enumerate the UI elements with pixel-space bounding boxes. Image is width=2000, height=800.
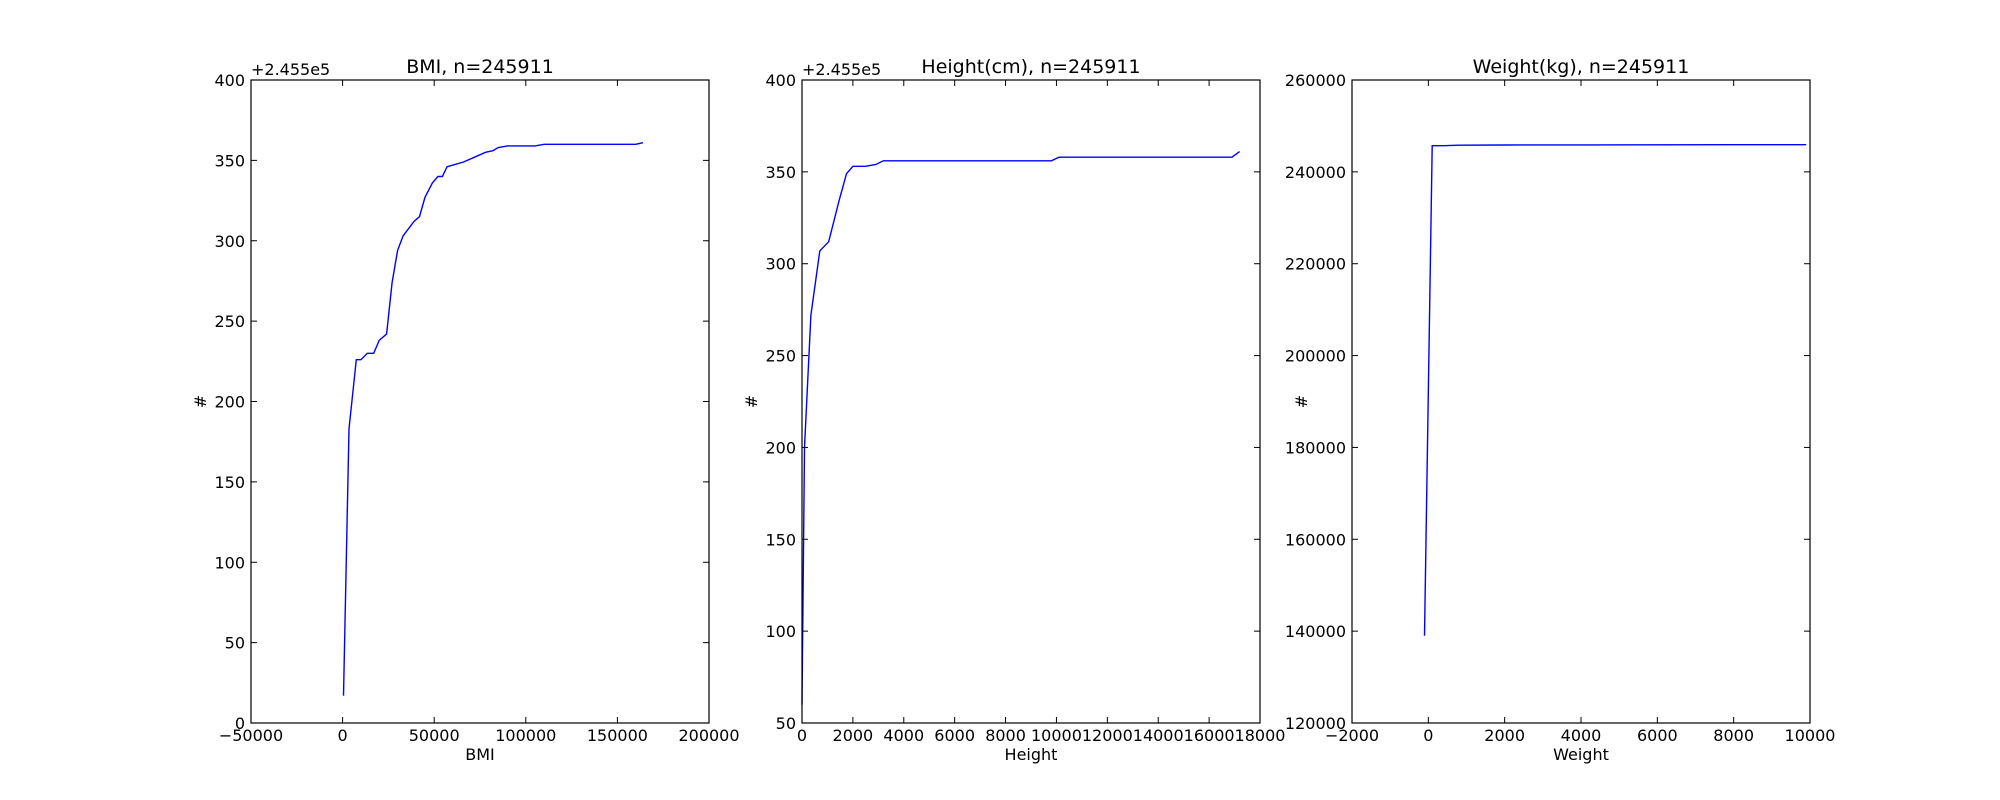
bmi-chart-title: BMI, n=245911 bbox=[406, 56, 554, 78]
height-y-tick-label: 250 bbox=[765, 347, 796, 366]
bmi-axes-frame bbox=[250, 79, 710, 724]
bmi-y-tick-label: 200 bbox=[214, 393, 245, 412]
height-y-axis-label: # bbox=[742, 395, 761, 408]
bmi-series-line bbox=[342, 142, 644, 696]
bmi-y-tick-label: 50 bbox=[225, 634, 245, 653]
weight-y-tick-label: 140000 bbox=[1285, 622, 1346, 641]
height-y-tick-label: 200 bbox=[765, 438, 796, 457]
bmi-x-tick-label: 0 bbox=[338, 726, 348, 745]
weight-x-tick-label: 2000 bbox=[1484, 726, 1525, 745]
weight-chart-panel: −2000 0 2000 4000 6000 8000 10000 120000 140000 1… bbox=[1285, 56, 1836, 764]
bmi-x-tick-label: −50000 bbox=[219, 726, 283, 745]
bmi-y-tick-label: 400 bbox=[214, 71, 245, 90]
height-y-tick-label: 100 bbox=[765, 622, 796, 641]
weight-x-tick-label: 0 bbox=[1423, 726, 1433, 745]
bmi-y-axis-label: # bbox=[191, 395, 210, 408]
weight-x-tick-label: 10000 bbox=[1785, 726, 1836, 745]
weight-axes-frame bbox=[1351, 79, 1811, 724]
bmi-x-tick-label: 100000 bbox=[495, 726, 556, 745]
height-x-tick-label: 14000 bbox=[1133, 726, 1184, 745]
height-x-tick-label: 0 bbox=[797, 726, 807, 745]
height-x-tick-label: 6000 bbox=[934, 726, 975, 745]
weight-x-axis-label: Weight bbox=[1553, 745, 1609, 764]
weight-y-tick-label: 200000 bbox=[1285, 347, 1346, 366]
bmi-y-tick-label: 150 bbox=[214, 473, 245, 492]
weight-y-axis-label: # bbox=[1292, 395, 1311, 408]
weight-y-tick-label: 120000 bbox=[1285, 714, 1346, 733]
weight-y-tick-label: 160000 bbox=[1285, 530, 1346, 549]
height-x-tick-label: 12000 bbox=[1082, 726, 1133, 745]
bmi-y-tick-label: 350 bbox=[214, 151, 245, 170]
height-x-tick-label: 8000 bbox=[985, 726, 1026, 745]
bmi-y-offset-label: +2.455e5 bbox=[251, 60, 330, 79]
height-axes-frame bbox=[801, 79, 1261, 724]
bmi-x-tick-label: 50000 bbox=[409, 726, 460, 745]
bmi-x-tick-label: 200000 bbox=[678, 726, 739, 745]
weight-x-tick-label: −2000 bbox=[1325, 726, 1379, 745]
height-chart-panel: 0 2000 4000 6000 8000 10000 12000 14000 16000 180… bbox=[742, 56, 1285, 764]
height-series-line bbox=[801, 151, 1241, 705]
height-x-tick-label: 10000 bbox=[1031, 726, 1082, 745]
height-x-tick-label: 4000 bbox=[883, 726, 924, 745]
bmi-y-tick-label: 0 bbox=[235, 714, 245, 733]
height-y-tick-label: 400 bbox=[765, 71, 796, 90]
height-y-tick-label: 50 bbox=[776, 714, 796, 733]
weight-series-line bbox=[1423, 143, 1807, 636]
weight-y-tick-label: 180000 bbox=[1285, 438, 1346, 457]
height-x-axis-label: Height bbox=[1005, 745, 1058, 764]
height-y-tick-label: 350 bbox=[765, 163, 796, 182]
weight-chart-title: Weight(kg), n=245911 bbox=[1473, 56, 1690, 78]
bmi-x-axis-label: BMI bbox=[465, 745, 495, 764]
bmi-y-tick-label: 100 bbox=[214, 553, 245, 572]
height-y-tick-label: 300 bbox=[765, 255, 796, 274]
height-y-offset-label: +2.455e5 bbox=[802, 60, 881, 79]
bmi-x-tick-label: 150000 bbox=[587, 726, 648, 745]
height-x-tick-label: 2000 bbox=[833, 726, 874, 745]
weight-y-tick-label: 240000 bbox=[1285, 163, 1346, 182]
weight-x-tick-label: 8000 bbox=[1713, 726, 1754, 745]
height-x-tick-label: 16000 bbox=[1184, 726, 1235, 745]
height-x-tick-label: 18000 bbox=[1235, 726, 1286, 745]
bmi-y-tick-label: 300 bbox=[214, 232, 245, 251]
weight-x-tick-label: 6000 bbox=[1637, 726, 1678, 745]
weight-x-tick-label: 4000 bbox=[1561, 726, 1602, 745]
height-y-tick-label: 150 bbox=[765, 530, 796, 549]
weight-y-tick-label: 220000 bbox=[1285, 255, 1346, 274]
bmi-y-tick-label: 250 bbox=[214, 312, 245, 331]
height-chart-title: Height(cm), n=245911 bbox=[921, 56, 1140, 78]
bmi-chart-panel: −50000 0 50000 100000 150000 2000000501001502… bbox=[191, 56, 740, 764]
weight-y-tick-label: 260000 bbox=[1285, 71, 1346, 90]
